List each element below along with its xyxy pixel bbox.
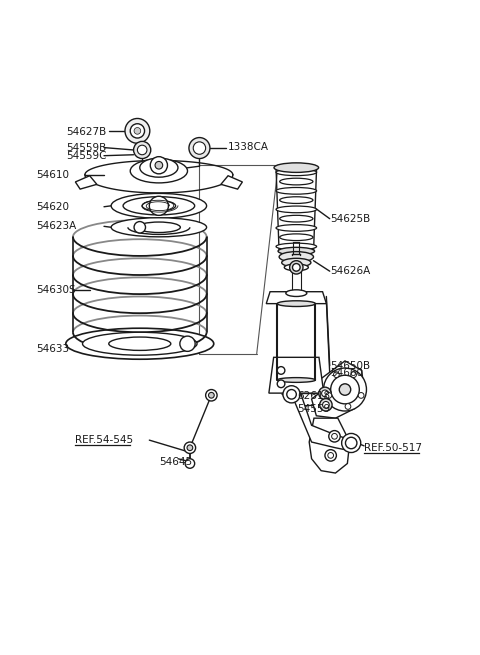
Circle shape xyxy=(184,442,196,453)
Circle shape xyxy=(189,138,210,159)
Circle shape xyxy=(205,390,217,401)
Circle shape xyxy=(289,261,303,274)
Circle shape xyxy=(155,161,163,169)
Circle shape xyxy=(277,380,285,388)
Polygon shape xyxy=(269,358,324,393)
Text: 54559C: 54559C xyxy=(66,151,106,160)
Ellipse shape xyxy=(123,196,195,215)
Polygon shape xyxy=(75,176,97,189)
Ellipse shape xyxy=(278,248,314,255)
Circle shape xyxy=(137,145,147,155)
Text: 54627B: 54627B xyxy=(66,127,106,137)
Circle shape xyxy=(130,124,144,138)
Ellipse shape xyxy=(140,158,178,177)
Text: 54559: 54559 xyxy=(297,403,330,413)
Ellipse shape xyxy=(276,169,317,176)
Text: 54630S: 54630S xyxy=(36,286,75,295)
Circle shape xyxy=(277,367,285,374)
Text: 54633: 54633 xyxy=(36,344,69,354)
Text: 54625B: 54625B xyxy=(331,214,371,224)
Ellipse shape xyxy=(280,178,313,185)
Circle shape xyxy=(180,336,195,351)
Ellipse shape xyxy=(66,328,214,359)
Circle shape xyxy=(325,450,336,461)
Text: 54645: 54645 xyxy=(159,457,192,467)
Text: 54610: 54610 xyxy=(36,170,69,179)
Circle shape xyxy=(193,142,205,155)
Circle shape xyxy=(320,399,332,411)
Circle shape xyxy=(319,387,331,400)
Text: 62618: 62618 xyxy=(297,391,330,401)
Circle shape xyxy=(339,384,351,395)
Circle shape xyxy=(134,128,141,134)
Circle shape xyxy=(326,392,332,398)
Polygon shape xyxy=(312,361,364,418)
Polygon shape xyxy=(221,176,242,189)
Circle shape xyxy=(292,263,300,271)
Circle shape xyxy=(133,141,151,159)
Text: 54620: 54620 xyxy=(36,202,69,212)
Circle shape xyxy=(342,434,361,453)
Text: 54559B: 54559B xyxy=(66,143,106,153)
Circle shape xyxy=(185,458,195,468)
Polygon shape xyxy=(282,384,355,451)
Circle shape xyxy=(125,119,150,143)
Ellipse shape xyxy=(280,234,313,240)
Circle shape xyxy=(283,386,300,403)
Circle shape xyxy=(324,368,366,411)
Ellipse shape xyxy=(274,163,319,172)
Ellipse shape xyxy=(282,258,311,267)
Circle shape xyxy=(323,402,329,408)
Circle shape xyxy=(328,453,334,458)
Circle shape xyxy=(150,157,168,174)
Circle shape xyxy=(208,392,214,398)
Ellipse shape xyxy=(277,301,315,307)
Circle shape xyxy=(187,445,193,451)
Ellipse shape xyxy=(137,222,180,233)
Polygon shape xyxy=(266,291,326,304)
Ellipse shape xyxy=(286,290,307,297)
Text: REF.54-545: REF.54-545 xyxy=(75,435,133,445)
Text: REF.50-517: REF.50-517 xyxy=(364,443,422,453)
Ellipse shape xyxy=(111,217,206,237)
Ellipse shape xyxy=(284,264,308,271)
Ellipse shape xyxy=(276,225,317,231)
Text: 1338CA: 1338CA xyxy=(228,142,269,152)
Circle shape xyxy=(134,221,145,233)
Circle shape xyxy=(345,403,351,409)
Circle shape xyxy=(149,196,168,215)
Circle shape xyxy=(331,375,360,404)
Ellipse shape xyxy=(142,200,176,211)
Circle shape xyxy=(346,438,357,449)
Circle shape xyxy=(351,372,357,377)
Circle shape xyxy=(332,434,337,439)
Ellipse shape xyxy=(276,243,317,250)
Circle shape xyxy=(334,372,339,377)
Ellipse shape xyxy=(279,252,313,262)
Circle shape xyxy=(358,392,364,398)
Circle shape xyxy=(322,390,328,397)
Ellipse shape xyxy=(276,187,317,194)
Ellipse shape xyxy=(280,196,313,204)
Text: 54660: 54660 xyxy=(331,368,364,379)
Text: 54626A: 54626A xyxy=(331,266,371,276)
Ellipse shape xyxy=(280,215,313,222)
Circle shape xyxy=(329,430,340,442)
Text: 54650B: 54650B xyxy=(331,361,371,371)
Text: 54623A: 54623A xyxy=(36,221,76,231)
Ellipse shape xyxy=(83,332,197,355)
Circle shape xyxy=(287,390,296,399)
Ellipse shape xyxy=(277,378,315,383)
Ellipse shape xyxy=(276,206,317,213)
Polygon shape xyxy=(309,418,350,473)
Ellipse shape xyxy=(111,193,206,218)
Ellipse shape xyxy=(130,159,188,183)
Ellipse shape xyxy=(109,337,171,350)
